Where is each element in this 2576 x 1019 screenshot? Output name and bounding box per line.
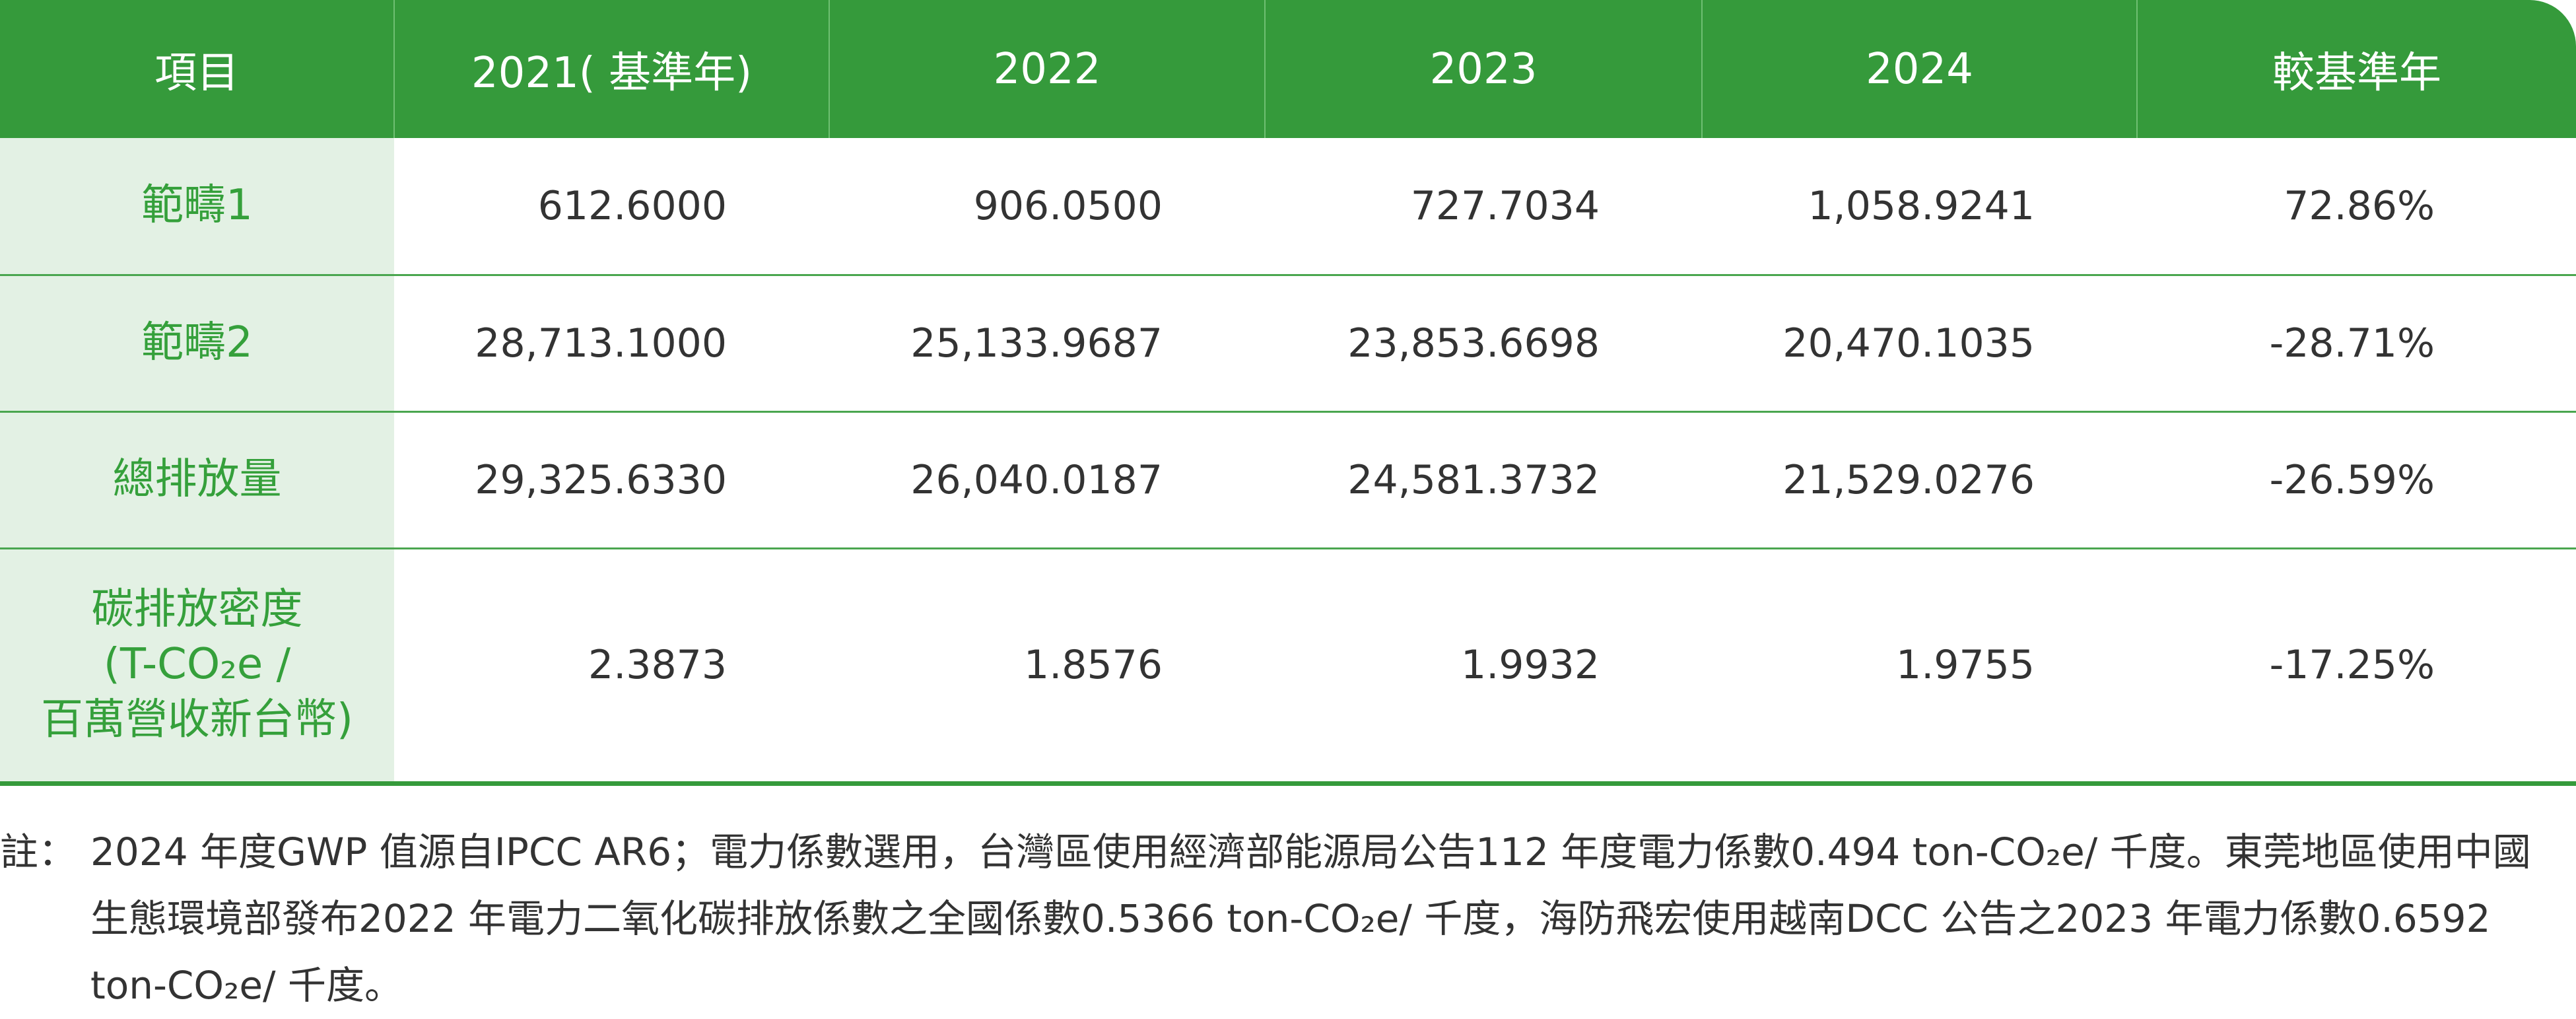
value-cell: 25,133.9687 [829,275,1265,413]
row-label: 範疇1 [0,138,394,276]
value-cell: 72.86% [2137,138,2576,276]
value-cell: 21,529.0276 [1702,411,2137,549]
footnote: 註： 2024 年度GWP 值源自IPCC AR6；電力係數選用，台灣區使用經濟… [0,819,2568,1019]
header-cell: 2024 [1701,0,2137,138]
value-cell: 24,581.3732 [1265,411,1702,549]
value-cell: 1,058.9241 [1702,138,2137,276]
note-text: 2024 年度GWP 值源自IPCC AR6；電力係數選用，台灣區使用經濟部能源… [90,829,2531,1008]
header-cell: 2022 [829,0,1265,138]
table-row: 範疇2 28,713.1000 25,133.9687 23,853.6698 20,4… [0,275,2576,413]
header-cell: 項目 [0,0,394,138]
value-cell: 1.9932 [1265,548,1702,786]
value-cell: 26,040.0187 [829,411,1265,549]
note-label: 註： [0,829,77,874]
value-cell: 1.9755 [1702,548,2137,786]
header-cell: 2021( 基準年) [393,0,829,138]
value-cell: -28.71% [2137,275,2576,413]
value-cell: 20,470.1035 [1702,275,2137,413]
value-cell: -26.59% [2137,411,2576,549]
table-row: 總排放量 29,325.6330 26,040.0187 24,581.3732 21,… [0,411,2576,549]
value-cell: 28,713.1000 [394,275,829,413]
header-cell: 2023 [1264,0,1702,138]
table-row: 碳排放密度 (T-CO₂e / 百萬營收新台幣) 2.3873 1.8576 1.99… [0,548,2576,786]
value-cell: 2.3873 [394,548,829,786]
table-row: 範疇1 612.6000 906.0500 727.7034 1,058.9241 72.… [0,138,2576,276]
value-cell: 1.8576 [829,548,1265,786]
header-row: 項目 2021( 基準年) 2022 2023 2024 較基準年 [0,0,2576,138]
emissions-table: 項目 2021( 基準年) 2022 2023 2024 較基準年 範疇1 612.6000… [0,0,2576,786]
value-cell: 906.0500 [829,138,1265,276]
row-label: 範疇2 [0,275,394,413]
value-cell: 29,325.6330 [394,411,829,549]
value-cell: -17.25% [2137,548,2576,786]
value-cell: 612.6000 [394,138,829,276]
value-cell: 727.7034 [1265,138,1702,276]
value-cell: 23,853.6698 [1265,275,1702,413]
header-cell: 較基準年 [2136,0,2576,138]
table-body: 範疇1 612.6000 906.0500 727.7034 1,058.9241 72.… [0,138,2576,786]
row-label: 碳排放密度 (T-CO₂e / 百萬營收新台幣) [0,548,394,786]
row-label: 總排放量 [0,411,394,549]
